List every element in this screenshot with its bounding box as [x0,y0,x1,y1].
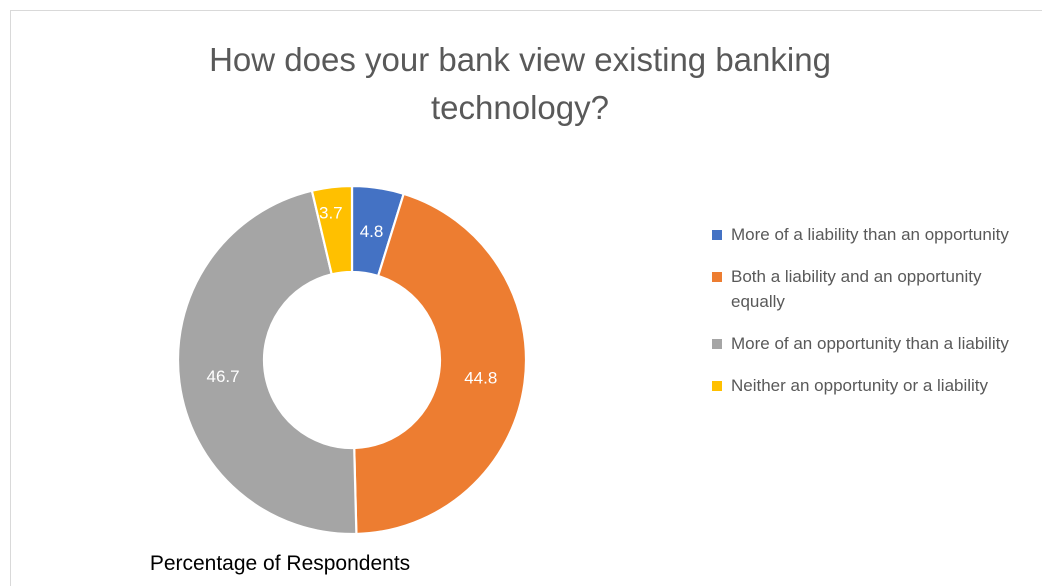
legend-item-3: More of an opportunity than a liability [712,331,1032,356]
legend-item-2: Both a liability and an opportunity equa… [712,264,1032,314]
legend-label-3: More of an opportunity than a liability [731,334,1009,353]
data-label-1: 4.8 [360,222,384,241]
legend-item-4: Neither an opportunity or a liability [712,373,1032,398]
legend-swatch-3 [712,339,722,349]
legend-swatch-1 [712,230,722,240]
x-axis-label: Percentage of Respondents [149,552,411,575]
donut-slice-3 [176,189,358,536]
data-label-3: 46.7 [207,367,240,386]
donut-slice-4 [310,184,354,276]
legend-item-1: More of a liability than an opportunity [712,222,1032,247]
data-label-4: 3.7 [319,203,343,222]
legend-label-2: Both a liability and an opportunity equa… [731,267,982,311]
donut-slice-2 [353,192,528,536]
donut-data-labels: 4.8 44.8 46.7 3.7 [207,203,498,387]
chart-area [10,10,1042,586]
legend-label-1: More of a liability than an opportunity [731,225,1009,244]
chart-legend: More of a liability than an opportunity B… [712,222,1032,415]
legend-swatch-2 [712,272,722,282]
legend-label-4: Neither an opportunity or a liability [731,376,989,395]
chart-title: How does your bank view existing banking… [209,41,831,126]
legend-swatch-4 [712,381,722,391]
donut-slices [176,184,528,536]
data-label-2: 44.8 [464,368,497,387]
